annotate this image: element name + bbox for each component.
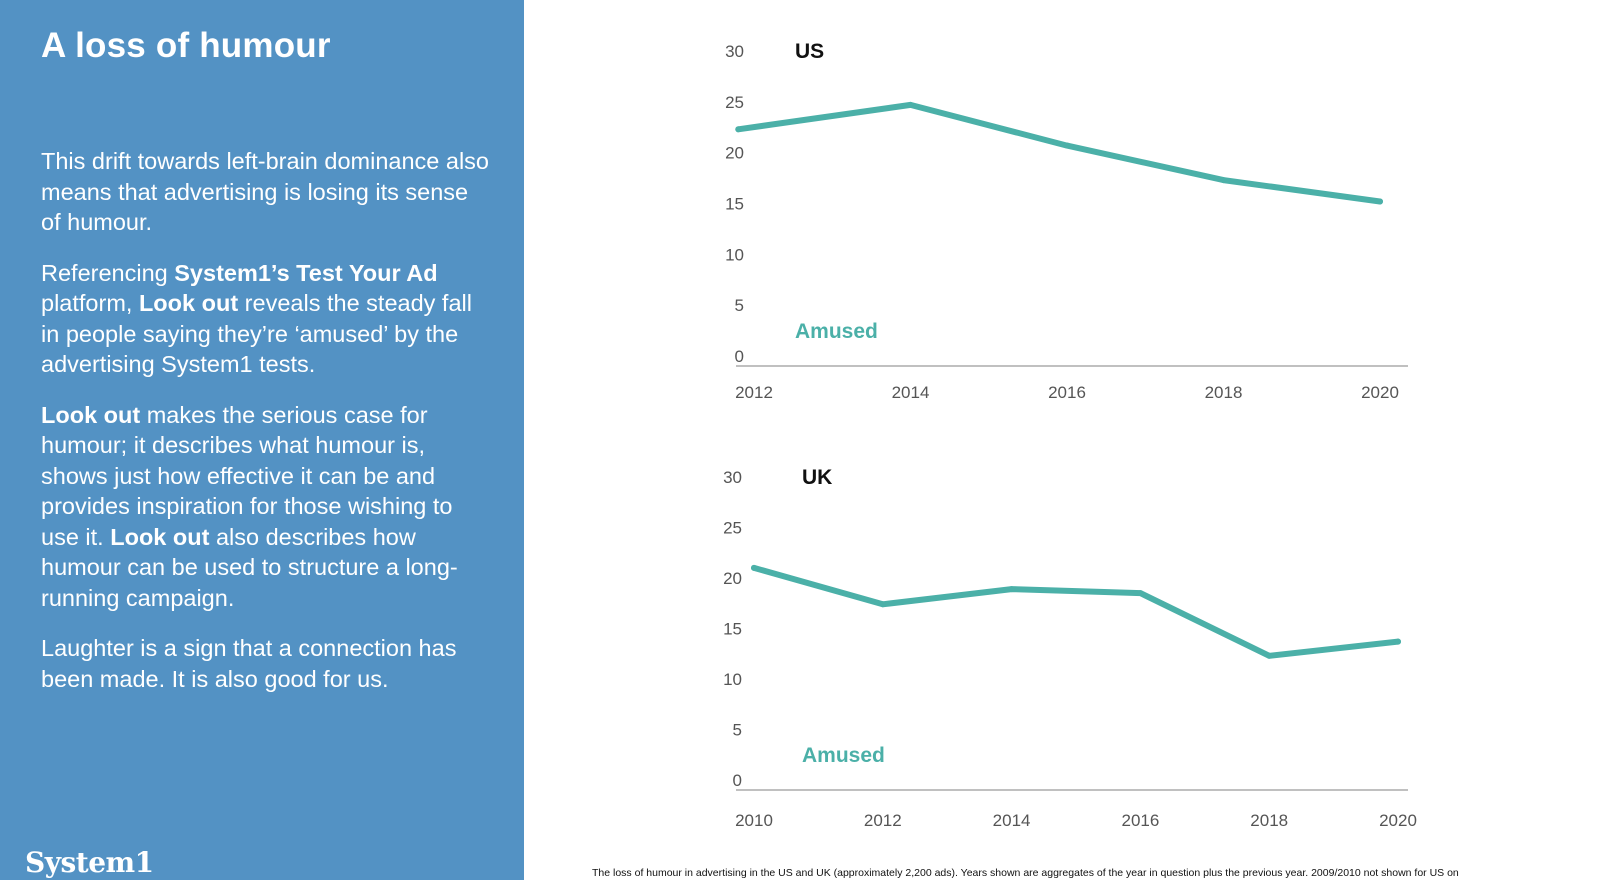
x-tick-label: 2020 — [1379, 811, 1417, 830]
paragraph-text: makes the serious case for humour; it de… — [41, 401, 453, 550]
brand-logo: System1 — [25, 846, 154, 879]
series-line — [735, 101, 1383, 205]
data-point — [907, 101, 914, 108]
x-tick-label: 2012 — [864, 811, 902, 830]
y-tick-label: 20 — [723, 569, 742, 588]
y-tick-label: 30 — [725, 42, 744, 61]
paragraph-text: reveals the steady fall in people saying… — [41, 290, 472, 377]
data-point — [1064, 142, 1070, 149]
uk-chart: 0 5 10 15 20 25 30 2010 2012 2014 2016 2018 2020 UK Am… — [524, 436, 1600, 846]
series-line — [751, 564, 1401, 659]
emphasis-text: Look out — [138, 290, 239, 316]
paragraph: This drift towards left-brain dominance … — [41, 146, 491, 238]
data-point — [1220, 177, 1227, 184]
paragraph-text: platform, — [41, 290, 139, 316]
paragraph-text: This drift towards left-brain dominance … — [41, 148, 490, 235]
x-tick-label: 2014 — [892, 383, 930, 402]
chart-title: US — [795, 40, 824, 63]
y-tick-label: 10 — [723, 670, 742, 689]
uk-chart-svg: 0 5 10 15 20 25 30 2010 2012 2014 2016 2018 2020 UK Am… — [723, 466, 1417, 830]
x-tick-label: 2018 — [1250, 811, 1288, 830]
y-tick-label: 30 — [723, 468, 742, 487]
y-tick-label: 15 — [725, 195, 744, 214]
x-tick-label: 2014 — [993, 811, 1031, 830]
series-label: Amused — [802, 744, 885, 767]
body-copy: This drift towards left-brain dominance … — [41, 146, 491, 714]
us-chart-svg: 0 5 10 15 20 25 30 2012 2014 2016 2018 2020 US Amused — [725, 40, 1408, 402]
data-point — [1137, 590, 1144, 597]
x-tick-label: 2020 — [1361, 383, 1399, 402]
data-point — [1377, 198, 1383, 205]
slide-title: A loss of humour — [41, 26, 331, 65]
y-tick-label: 20 — [725, 144, 744, 163]
paragraph-text: also describes how humour can be used to… — [41, 523, 458, 611]
paragraph-text: Laughter is a sign that a connection has… — [41, 635, 457, 692]
data-point — [1266, 652, 1273, 659]
x-tick-label: 2016 — [1048, 383, 1086, 402]
emphasis-text: Look out — [110, 523, 210, 550]
side-panel: A loss of humour This drift towards left… — [0, 0, 524, 880]
data-point — [1395, 638, 1401, 645]
paragraph: Referencing System1’s Test Your Ad platf… — [41, 258, 491, 380]
emphasis-text: System1’s Test Your Ad — [174, 259, 438, 286]
y-tick-label: 5 — [733, 721, 742, 740]
us-chart: 0 5 10 15 20 25 30 2012 2014 2016 2018 2020 US Amused — [524, 0, 1600, 430]
y-tick-label: 0 — [735, 347, 744, 366]
y-tick-label: 25 — [723, 519, 742, 538]
data-point — [751, 564, 757, 571]
x-tick-label: 2016 — [1121, 811, 1159, 830]
y-tick-label: 25 — [725, 93, 744, 112]
x-tick-label: 2012 — [735, 383, 773, 402]
figure-caption: The loss of humour in advertising in the… — [592, 867, 1459, 879]
data-point — [1008, 586, 1015, 593]
paragraph: Laughter is a sign that a connection has… — [41, 633, 491, 694]
paragraph-text: Referencing — [41, 259, 175, 286]
y-tick-label: 0 — [733, 771, 742, 790]
y-tick-label: 15 — [723, 620, 742, 639]
y-tick-label: 10 — [725, 245, 744, 264]
paragraph: Look out makes the serious case for humo… — [41, 400, 491, 614]
chart-title: UK — [802, 466, 832, 489]
data-point — [735, 126, 742, 133]
y-tick-label: 5 — [735, 296, 744, 315]
x-tick-label: 2018 — [1205, 383, 1243, 402]
data-point — [879, 601, 886, 608]
emphasis-text: Look out — [41, 401, 141, 428]
series-label: Amused — [795, 320, 878, 343]
x-tick-label: 2010 — [735, 811, 773, 830]
